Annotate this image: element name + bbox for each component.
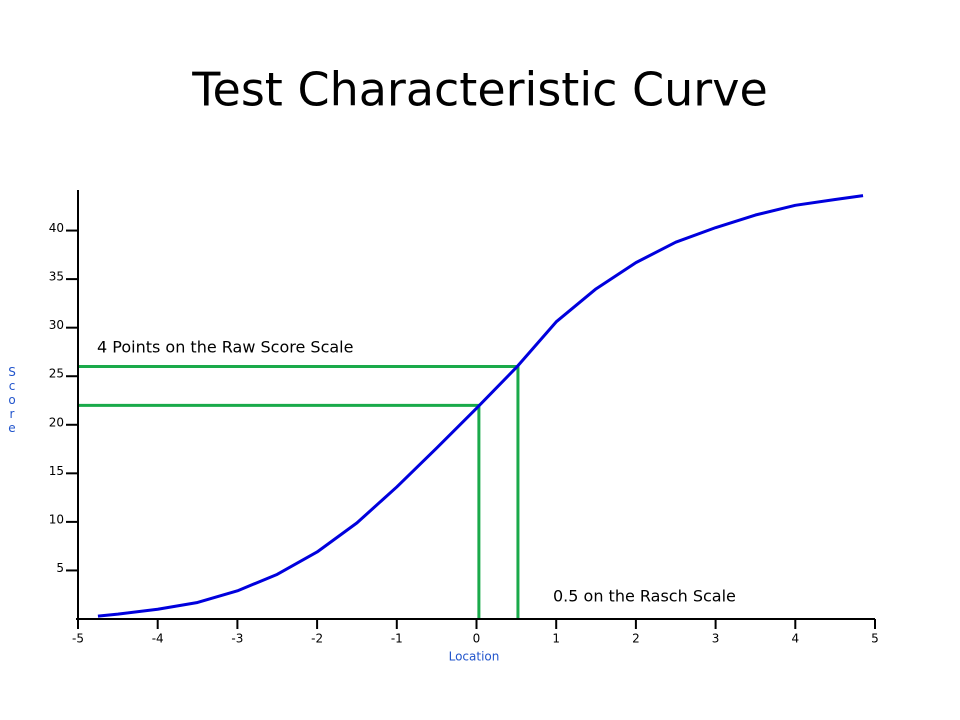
y-tick-label: 30 [49, 318, 64, 332]
slide-title: Test Characteristic Curve [191, 63, 768, 117]
annotation: 4 Points on the Raw Score Scale [97, 338, 353, 357]
x-tick-label: 2 [632, 632, 640, 646]
y-tick-label: 25 [49, 367, 64, 381]
x-tick-label: 3 [712, 632, 720, 646]
y-tick-label: 20 [49, 415, 64, 429]
x-tick-label: -1 [391, 632, 403, 646]
x-tick-label: -5 [72, 632, 84, 646]
x-axis-title: Location [449, 650, 500, 664]
y-tick-label: 5 [56, 561, 64, 575]
y-tick-label: 35 [49, 270, 64, 284]
x-tick-label: 5 [871, 632, 879, 646]
x-tick-label: 1 [552, 632, 560, 646]
guide-line [78, 403, 481, 619]
y-tick-label: 15 [49, 464, 64, 478]
x-tick-label: 0 [473, 632, 481, 646]
x-tick-label: -4 [152, 632, 164, 646]
x-tick-label: -2 [311, 632, 323, 646]
x-tick-label: -3 [231, 632, 243, 646]
score-curve [97, 194, 864, 618]
annotation: 0.5 on the Rasch Scale [553, 587, 736, 606]
y-axis-title: Score [5, 365, 19, 435]
y-tick-label: 40 [49, 221, 64, 235]
x-tick-label: 4 [791, 632, 799, 646]
y-tick-label: 10 [49, 512, 64, 526]
